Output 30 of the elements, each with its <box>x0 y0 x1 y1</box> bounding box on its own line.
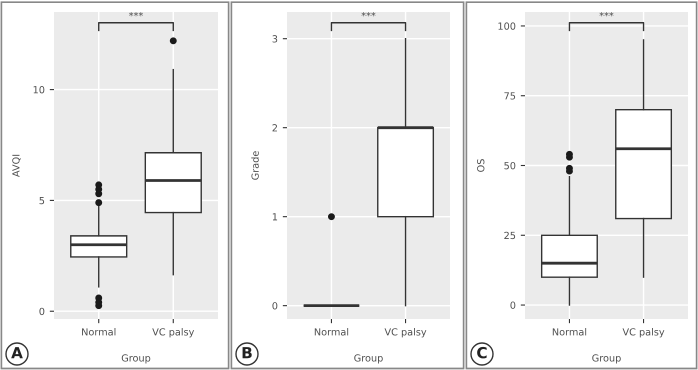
y-tick-label: 25 <box>504 232 516 240</box>
text: C <box>477 346 487 358</box>
annotation: *** <box>600 12 614 16</box>
y-tick-label: 0 <box>272 302 278 310</box>
x-tick-label: VC palsy <box>384 328 426 338</box>
y-tick-label: 50 <box>504 162 516 170</box>
x-tick-label: Normal <box>82 328 116 336</box>
x-tick-label: Normal <box>314 328 348 336</box>
y-axis-title: AVQI <box>12 154 21 178</box>
x-axis-title: Group <box>592 354 621 364</box>
annotation: *** <box>129 12 143 16</box>
y-tick-label: 0 <box>39 308 44 316</box>
y-axis-title: Grade <box>251 151 259 180</box>
y-axis-title: OS <box>477 159 484 172</box>
y-tick-label: 3 <box>272 35 278 43</box>
x-axis-title: Group <box>354 354 383 364</box>
y-tick-label: 0 <box>510 302 516 309</box>
y-tick-label: 1 <box>272 213 278 220</box>
x-tick-label: VC palsy <box>152 328 194 338</box>
x-tick-label: Normal <box>552 328 586 336</box>
x-tick-label: VC palsy <box>622 328 664 338</box>
text: B <box>242 347 252 358</box>
y-tick-label: 75 <box>504 92 516 100</box>
y-tick-label: 5 <box>40 197 44 204</box>
y-tick-label: 10 <box>34 86 44 94</box>
y-tick-label: 100 <box>498 22 516 30</box>
annotation: *** <box>362 12 376 16</box>
text: A <box>11 347 23 358</box>
y-tick-label: 2 <box>272 124 277 132</box>
x-axis-title: Group <box>122 354 150 364</box>
